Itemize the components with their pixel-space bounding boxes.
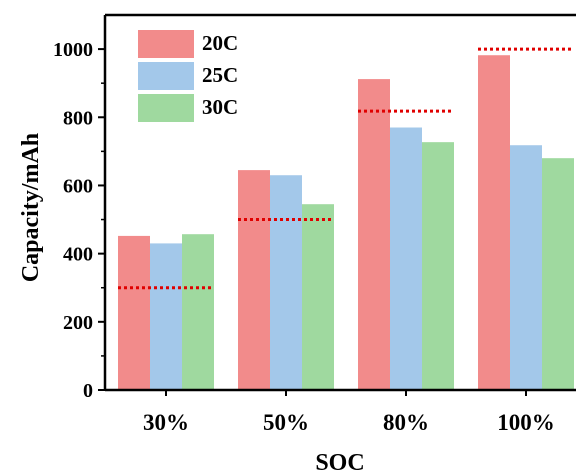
y-tick-label-1000: 1000 bbox=[53, 39, 93, 61]
bar-25C-30% bbox=[150, 243, 182, 390]
bar-30C-100% bbox=[542, 158, 574, 390]
bar-20C-100% bbox=[478, 55, 510, 391]
bar-30C-30% bbox=[182, 234, 214, 390]
x-tick-label-50%: 50% bbox=[263, 410, 309, 435]
legend-swatch-20C bbox=[138, 30, 194, 58]
y-tick-label-400: 400 bbox=[63, 244, 93, 266]
x-tick-label-30%: 30% bbox=[143, 410, 189, 435]
legend-swatch-25C bbox=[138, 62, 194, 90]
legend-label-25C: 25C bbox=[202, 63, 238, 87]
bar-25C-80% bbox=[390, 127, 422, 390]
bar-25C-100% bbox=[510, 145, 542, 390]
bars-layer bbox=[118, 55, 574, 391]
axes-layer: 0 200 400 600 800 1000 30% 50% 80% 100% bbox=[53, 13, 576, 435]
reference-lines-layer bbox=[118, 47, 574, 290]
bar-20C-30% bbox=[118, 235, 150, 390]
legend-label-20C: 20C bbox=[202, 31, 238, 55]
y-tick-label-200: 200 bbox=[63, 312, 93, 334]
x-axis-title: SOC bbox=[315, 450, 364, 475]
bar-30C-50% bbox=[302, 204, 334, 390]
x-tick-label-100%: 100% bbox=[497, 410, 555, 435]
y-tick-label-0: 0 bbox=[83, 380, 93, 402]
bar-30C-80% bbox=[422, 142, 454, 390]
bar-20C-80% bbox=[358, 79, 390, 390]
legend-swatch-30C bbox=[138, 94, 194, 122]
legend-label-30C: 30C bbox=[202, 95, 238, 119]
y-tick-label-800: 800 bbox=[63, 107, 93, 129]
bar-20C-50% bbox=[238, 170, 270, 390]
bar-25C-50% bbox=[270, 175, 302, 390]
x-tick-label-80%: 80% bbox=[383, 410, 429, 435]
y-axis-title: Capacity/mAh bbox=[18, 133, 44, 282]
y-tick-label-600: 600 bbox=[63, 175, 93, 197]
legend: 20C 25C 30C bbox=[138, 30, 238, 122]
